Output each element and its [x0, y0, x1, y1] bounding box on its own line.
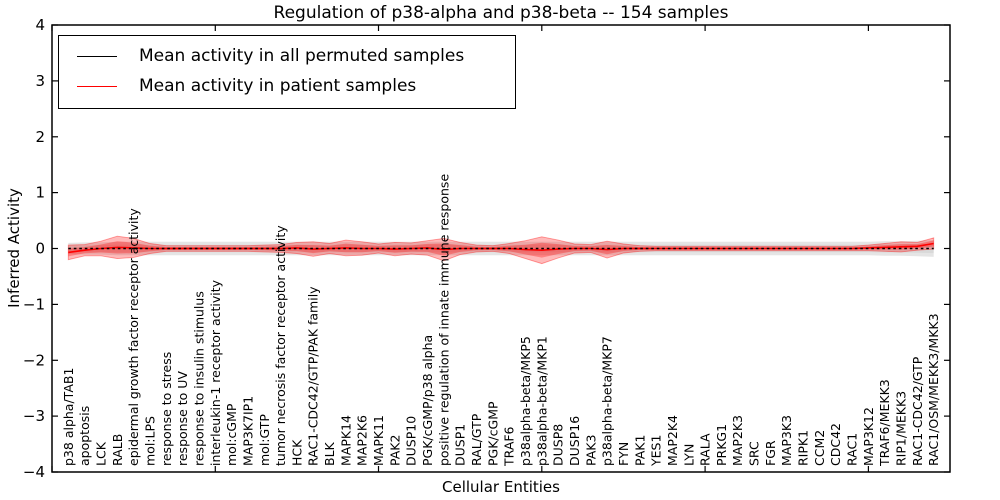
- y-axis-label: Inferred Activity: [5, 188, 23, 308]
- legend-label: Mean activity in patient samples: [139, 76, 417, 96]
- y-tick-label: 2: [35, 128, 45, 146]
- x-category-label: TRAF6: [502, 426, 517, 467]
- x-category-label: response to stress: [159, 352, 174, 466]
- legend-label: Mean activity in all permuted samples: [139, 46, 465, 66]
- x-category-label: MAP2K4: [665, 415, 680, 466]
- y-tick-label: 3: [35, 72, 45, 90]
- x-axis-label: Cellular Entities: [442, 478, 560, 496]
- x-category-label: apoptosis: [77, 406, 92, 466]
- x-category-label: response to insulin stimulus: [191, 291, 206, 466]
- x-category-label: positive regulation of innate immune res…: [436, 174, 451, 466]
- x-category-label: PAK3: [583, 435, 598, 466]
- x-category-label: interleukin-1 receptor activity: [208, 279, 223, 466]
- chart-title: Regulation of p38-alpha and p38-beta -- …: [273, 3, 729, 23]
- x-category-label: response to UV: [175, 371, 190, 466]
- x-category-label: p38alpha-beta/MKP7: [600, 336, 615, 466]
- x-category-label: PRKG1: [714, 424, 729, 466]
- x-category-label: RALB: [110, 434, 125, 466]
- legend-item-permuted: Mean activity in all permuted samples: [59, 41, 515, 71]
- x-category-label: DUSP1: [453, 424, 468, 466]
- x-category-label: RIPK1: [796, 430, 811, 466]
- x-category-label: RIP1/MEKK3: [894, 391, 909, 466]
- x-category-label: p38 alpha/TAB1: [61, 368, 76, 466]
- y-tick-label: 0: [35, 240, 45, 258]
- x-category-label: FYN: [616, 442, 631, 466]
- x-category-label: mol:LPS: [143, 416, 158, 466]
- x-category-label: BLK: [322, 441, 337, 466]
- x-category-label: HCK: [289, 439, 304, 466]
- x-category-label: MAP2K3: [730, 415, 745, 466]
- x-category-label: CDC42: [828, 423, 843, 466]
- x-category-label: RAC1: [845, 433, 860, 466]
- y-tick-label: −2: [23, 351, 45, 369]
- x-category-label: MAP2K6: [355, 415, 370, 466]
- x-category-label: YES1: [649, 435, 664, 467]
- permuted-line-sample-icon: [77, 55, 117, 57]
- legend: Mean activity in all permuted samples Me…: [58, 35, 516, 109]
- x-category-label: MAP3K3: [779, 415, 794, 466]
- x-category-label: p38alpha-beta/MKP1: [534, 336, 549, 466]
- x-category-label: RAC1-CDC42/GTP/PAK family: [306, 286, 321, 466]
- x-category-label: mol:GTP: [257, 414, 272, 466]
- y-tick-label: 4: [35, 16, 45, 34]
- x-category-label: MAPK14: [338, 415, 353, 466]
- x-category-label: MAP3K12: [861, 407, 876, 466]
- x-category-label: tumor necrosis factor receptor activity: [273, 225, 288, 466]
- x-category-label: SRC: [747, 441, 762, 466]
- x-category-label: CCM2: [812, 430, 827, 466]
- legend-item-patient: Mean activity in patient samples: [59, 71, 515, 101]
- x-category-label: RAL/GTP: [469, 413, 484, 466]
- y-tick-label: −4: [23, 463, 45, 481]
- x-category-label: PAK1: [632, 435, 647, 466]
- y-tick-label: −1: [23, 295, 45, 313]
- x-category-label: PAK2: [387, 435, 402, 466]
- x-category-label: LYN: [681, 444, 696, 466]
- x-category-label: epidermal growth factor receptor activit…: [126, 208, 141, 466]
- x-category-label: MAP3K7IP1: [240, 396, 255, 466]
- x-category-label: RAC1-CDC42/GTP: [910, 356, 925, 466]
- x-category-label: RALA: [698, 433, 713, 466]
- x-category-label: PGK/cGMP: [485, 401, 500, 466]
- x-category-label: DUSP16: [567, 416, 582, 466]
- x-category-label: RAC1/OSM/MEKK3/MKK3: [926, 313, 941, 466]
- x-category-label: LCK: [94, 441, 109, 466]
- x-category-label: p38alpha-beta/MKP5: [518, 336, 533, 466]
- x-category-label: mol:cGMP: [224, 403, 239, 466]
- x-category-label: DUSP8: [551, 424, 566, 466]
- x-category-label: DUSP10: [404, 416, 419, 466]
- x-category-label: MAPK11: [371, 415, 386, 466]
- patient-line-sample-icon: [77, 85, 117, 87]
- y-tick-label: −3: [23, 407, 45, 425]
- y-tick-label: 1: [35, 184, 45, 202]
- x-category-label: TRAF6/MEKK3: [877, 379, 892, 467]
- x-category-label: PGK/cGMP/p38 alpha: [420, 335, 435, 466]
- x-category-label: FGR: [763, 440, 778, 466]
